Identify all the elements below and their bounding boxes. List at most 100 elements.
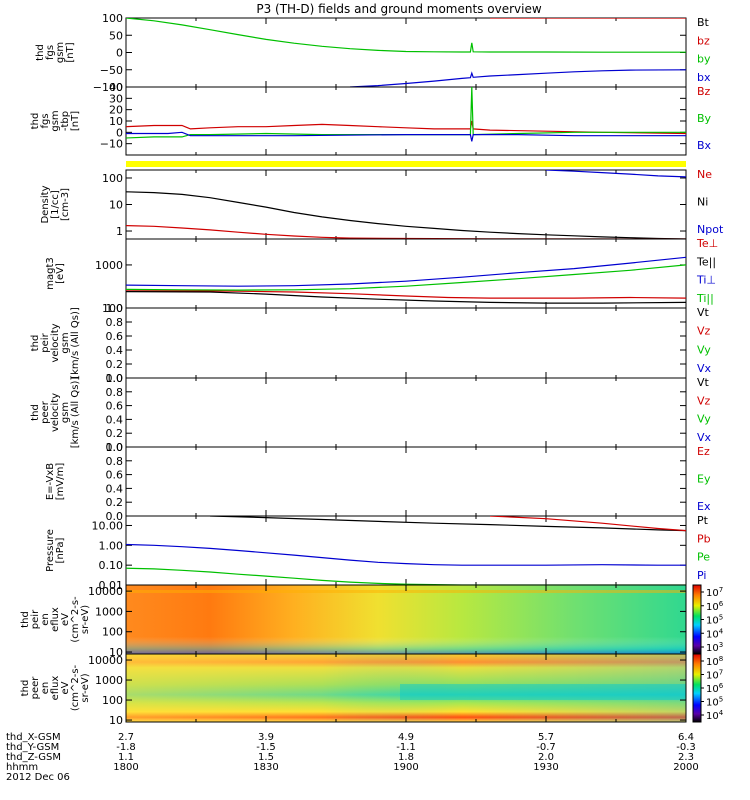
x-row-label: hhmm <box>6 762 38 773</box>
y-tick-label: 1.0 <box>106 372 124 385</box>
ylabel-line: fgs <box>45 45 56 60</box>
colorbar-label: 107 <box>706 669 723 682</box>
ylabel-line: thd <box>30 335 41 352</box>
x-tick-label: 1.8 <box>398 752 414 763</box>
y-tick-label: 50 <box>109 29 123 42</box>
ylabel-line: [cm-3] <box>60 188 71 221</box>
x-row-label: thd_Y-GSM <box>6 742 59 753</box>
panel-frame <box>125 86 687 156</box>
colorbar-label: 106 <box>706 682 724 695</box>
ylabel-line: [km/s (All Qs)] <box>70 307 81 379</box>
ylabel-line: [eV] <box>55 263 66 284</box>
y-tick-label: 10 <box>109 199 123 212</box>
ylabel-line: [1/cc] <box>50 190 61 219</box>
series-te-line <box>126 290 686 299</box>
y-tick-label: −50 <box>100 64 123 77</box>
x-tick-label: 1800 <box>113 762 138 773</box>
series-bz-line <box>126 120 686 135</box>
x-tick-label: -1.8 <box>116 742 136 753</box>
legend-label: Vt <box>697 376 710 389</box>
ylabel-line: sr-eV) <box>80 605 91 634</box>
y-tick-label: 10000 <box>88 585 123 598</box>
y-tick-label: 1.0 <box>106 302 124 315</box>
legend-label: Bt <box>697 16 710 29</box>
colorbar-label: 105 <box>706 696 723 709</box>
legend-label: Bz <box>697 85 711 98</box>
colorbar-scale <box>692 653 702 723</box>
legend-label: Te⊥ <box>696 237 718 250</box>
series-group <box>126 18 686 87</box>
legend-label: Vy <box>697 413 711 426</box>
ylabel-line: Pressure <box>45 529 56 572</box>
x-tick-label: 1.5 <box>258 752 274 763</box>
ylabel-line: thd <box>30 113 41 130</box>
spectrogram-shade <box>126 654 686 722</box>
colorbar-label: 105 <box>706 614 723 627</box>
series-bx-line <box>349 69 686 87</box>
y-tick-label: −10 <box>100 138 123 151</box>
y-tick-label: 100 <box>102 12 123 25</box>
legend-label: Pt <box>697 514 709 527</box>
ylabel-line: velocity <box>50 323 61 362</box>
colorbar-label: 107 <box>706 586 723 599</box>
x-tick-label: 4.9 <box>398 732 414 743</box>
series-bx-line <box>126 131 686 142</box>
ylabel-line: -tbp <box>60 111 71 131</box>
y-tick-label: 0.01 <box>99 579 124 592</box>
y-tick-label: 1.00 <box>99 539 124 552</box>
x-tick-label: 1900 <box>393 762 418 773</box>
panel-frame <box>125 515 687 586</box>
y-tick-label: 1000 <box>95 259 123 272</box>
y-tick-label: 0.8 <box>106 386 124 399</box>
panel-ylabel: magt3 [eV] <box>45 257 66 290</box>
ylabel-line: peer <box>40 400 51 424</box>
x-tick-label: 2.7 <box>118 732 134 743</box>
chart-title: P3 (TH-D) fields and ground moments over… <box>256 2 541 16</box>
date-label: 2012 Dec 06 <box>6 772 70 783</box>
ylabel-line: gsm <box>50 110 61 131</box>
series-by-line <box>126 87 686 139</box>
ylabel-line: [mV/m] <box>55 463 66 501</box>
panel-ylabel: Density [1/cc] [cm-3] <box>40 185 71 223</box>
series-group <box>126 87 686 142</box>
y-tick-label: 0.2 <box>106 427 124 440</box>
legend-label: Vt <box>697 306 710 319</box>
colorbar-label: 103 <box>706 641 723 654</box>
yellow-band-lower <box>126 165 686 167</box>
y-tick-label: 10 <box>109 115 123 128</box>
ylabel-line: en <box>40 682 51 695</box>
legend-label: By <box>697 112 712 125</box>
ylabel-line: thd <box>35 44 46 61</box>
panel-ylabel: thd peir velocity gsm [km/s (All Qs)] <box>30 307 81 379</box>
series-npot-line <box>545 170 686 178</box>
y-tick-label: 0.0 <box>106 510 124 523</box>
panel-4: 1000 100 magt3 [eV] Te⊥ Te|| Ti⊥ Ti|| <box>45 237 718 315</box>
y-tick-label: 0.4 <box>106 482 124 495</box>
legend-label: by <box>697 53 711 66</box>
y-tick-label: 1000 <box>95 674 123 687</box>
panel-3: 100 10 1 Density [1/cc] [cm-3] Ne Ni Npot <box>40 168 724 240</box>
ylabel-line: velocity <box>50 393 61 432</box>
ylabel-line: eV <box>60 681 71 694</box>
y-tick-label: 0 <box>116 126 123 139</box>
legend-label: bx <box>697 71 711 84</box>
series-pb-line <box>489 516 686 532</box>
x-tick-label: 5.7 <box>538 732 554 743</box>
y-tick-label: 0.4 <box>106 413 124 426</box>
panel-ylabel: thd peer velocity gsm [km/s (All Qs)] <box>30 377 81 449</box>
y-tick-label: 10000 <box>88 654 123 667</box>
y-tick-label: 40 <box>109 81 123 94</box>
y-tick-label: 0.8 <box>106 455 124 468</box>
panel-8: 10.00 1.00 0.10 0.01 Pressure [nPa] Pt Pb Pe Pi <box>45 514 711 592</box>
series-pt-line <box>209 516 686 532</box>
spectrogram-low-energy <box>126 585 686 654</box>
panel-ylabel: thd peer en eflux eV (cm^2-s-sr-eV) <box>20 664 91 711</box>
x-tick-label: 2.0 <box>538 752 554 763</box>
y-tick-label: 0.8 <box>106 316 124 329</box>
ylabel-line: thd <box>20 611 31 628</box>
x-tick-label: -1.1 <box>396 742 416 753</box>
x-tick-label: 3.9 <box>258 732 274 743</box>
y-tick-label: 100 <box>102 172 123 185</box>
